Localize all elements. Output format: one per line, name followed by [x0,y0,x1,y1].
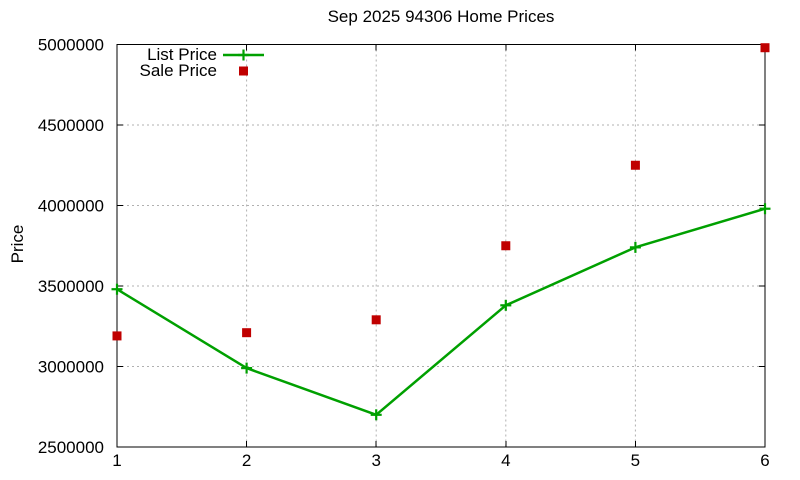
legend-label-list-price: List Price [147,45,217,64]
y-tick-label: 4000000 [38,197,104,216]
series-list-price [111,203,771,421]
x-tick-label: 2 [242,451,251,470]
chart-title: Sep 2025 94306 Home Prices [327,7,555,26]
marker-square [630,160,640,170]
y-axis-title: Price [8,224,27,264]
legend-square-sample [239,66,248,76]
legend-label-sale-price: Sale Price [139,61,217,80]
plot-border [116,44,766,448]
series-sale-price [112,43,770,341]
legend-item-list-price: List Price [95,45,266,64]
y-tick-label: 4500000 [38,116,104,135]
square-sample-icon [222,63,266,79]
x-tick-label: 5 [631,451,640,470]
marker-square [501,241,511,251]
y-tick-label: 5000000 [38,36,104,55]
series-line [116,207,766,417]
line-plus-sample-icon [222,47,266,63]
y-tick-label: 2500000 [38,438,104,457]
y-tick-label: 3500000 [38,277,104,296]
legend: List Price Sale Price [95,45,266,80]
marker-square [112,331,122,341]
x-tick-label: 4 [501,451,510,470]
x-tick-label: 1 [112,451,121,470]
y-tick-label: 3000000 [38,358,104,377]
legend-item-sale-price: Sale Price [95,61,266,80]
x-tick-label: 6 [760,451,769,470]
marker-square [760,43,770,53]
marker-square [242,328,252,338]
marker-square [371,315,381,325]
x-tick-label: 3 [371,451,380,470]
